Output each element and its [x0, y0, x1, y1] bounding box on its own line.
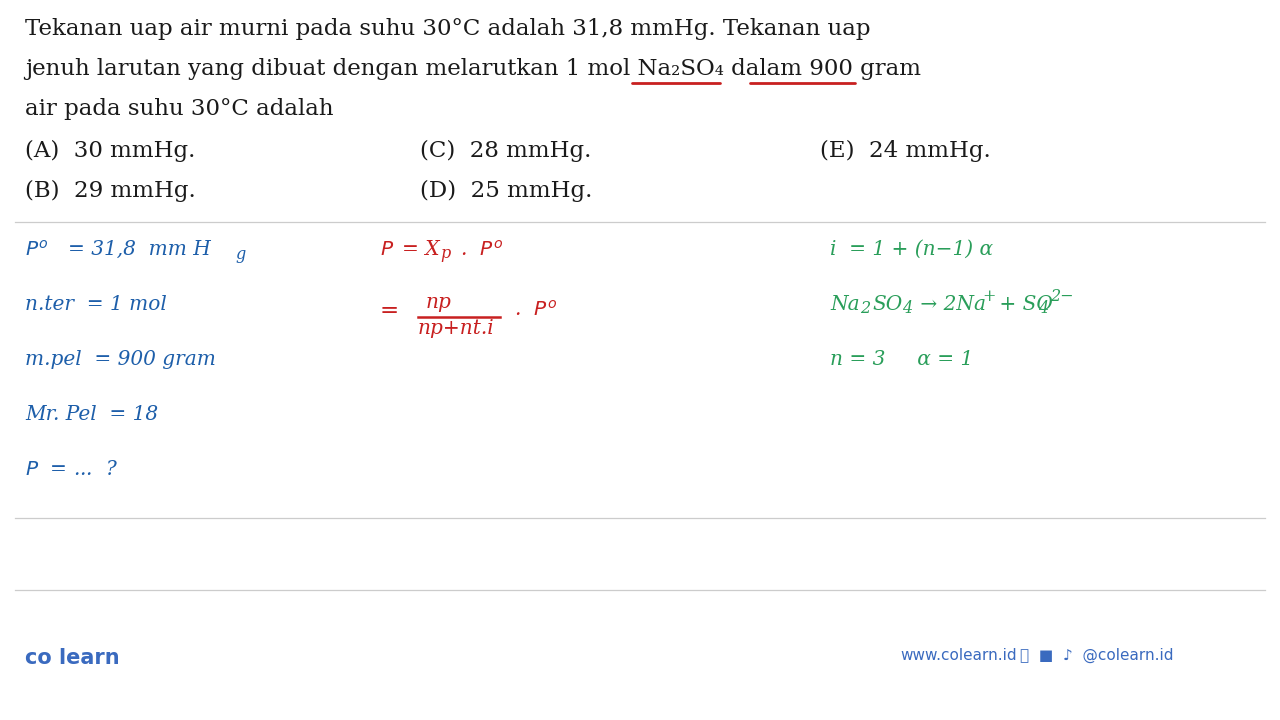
Text: ⧉  ■  ♪  @colearn.id: ⧉ ■ ♪ @colearn.id — [1020, 648, 1174, 663]
Text: SO: SO — [872, 295, 902, 314]
Text: $P$  = ...  ?: $P$ = ... ? — [26, 460, 118, 479]
Text: 4: 4 — [1038, 300, 1048, 317]
Text: i  = 1 + (n−1) α: i = 1 + (n−1) α — [829, 240, 993, 259]
Text: +: + — [982, 288, 996, 305]
Text: (D)  25 mmHg.: (D) 25 mmHg. — [420, 180, 593, 202]
Text: www.colearn.id: www.colearn.id — [900, 648, 1016, 663]
Text: g: g — [236, 246, 246, 263]
Text: =: = — [380, 300, 399, 322]
Text: $P^o$: $P^o$ — [26, 240, 49, 260]
Text: + SO: + SO — [993, 295, 1053, 314]
Text: (C)  28 mmHg.: (C) 28 mmHg. — [420, 140, 591, 162]
Text: air pada suhu 30°C adalah: air pada suhu 30°C adalah — [26, 98, 334, 120]
Text: m.pel  = 900 gram: m.pel = 900 gram — [26, 350, 216, 369]
Text: co learn: co learn — [26, 648, 119, 668]
Text: = X: = X — [402, 240, 439, 259]
Text: n = 3     α = 1: n = 3 α = 1 — [829, 350, 973, 369]
Text: $P$: $P$ — [380, 240, 394, 259]
Text: → 2Na: → 2Na — [914, 295, 986, 314]
Text: .  $P^o$: . $P^o$ — [454, 240, 503, 260]
Text: jenuh larutan yang dibuat dengan melarutkan 1 mol Na₂SO₄ dalam 900 gram: jenuh larutan yang dibuat dengan melarut… — [26, 58, 922, 80]
Text: p: p — [440, 245, 451, 262]
Text: 4: 4 — [902, 300, 913, 317]
Text: 2−: 2− — [1050, 288, 1074, 305]
Text: = 31,8  mm H: = 31,8 mm H — [68, 240, 211, 259]
Text: 2: 2 — [860, 300, 870, 317]
Text: n.ter  = 1 mol: n.ter = 1 mol — [26, 295, 166, 314]
Text: Mr. Pel  = 18: Mr. Pel = 18 — [26, 405, 159, 424]
Text: np+nt.i: np+nt.i — [419, 319, 494, 338]
Text: Tekanan uap air murni pada suhu 30°C adalah 31,8 mmHg. Tekanan uap: Tekanan uap air murni pada suhu 30°C ada… — [26, 18, 870, 40]
Text: (B)  29 mmHg.: (B) 29 mmHg. — [26, 180, 196, 202]
Text: (E)  24 mmHg.: (E) 24 mmHg. — [820, 140, 991, 162]
Text: .  $P^o$: . $P^o$ — [508, 300, 557, 320]
Text: np: np — [426, 293, 452, 312]
Text: (A)  30 mmHg.: (A) 30 mmHg. — [26, 140, 196, 162]
Text: Na: Na — [829, 295, 860, 314]
